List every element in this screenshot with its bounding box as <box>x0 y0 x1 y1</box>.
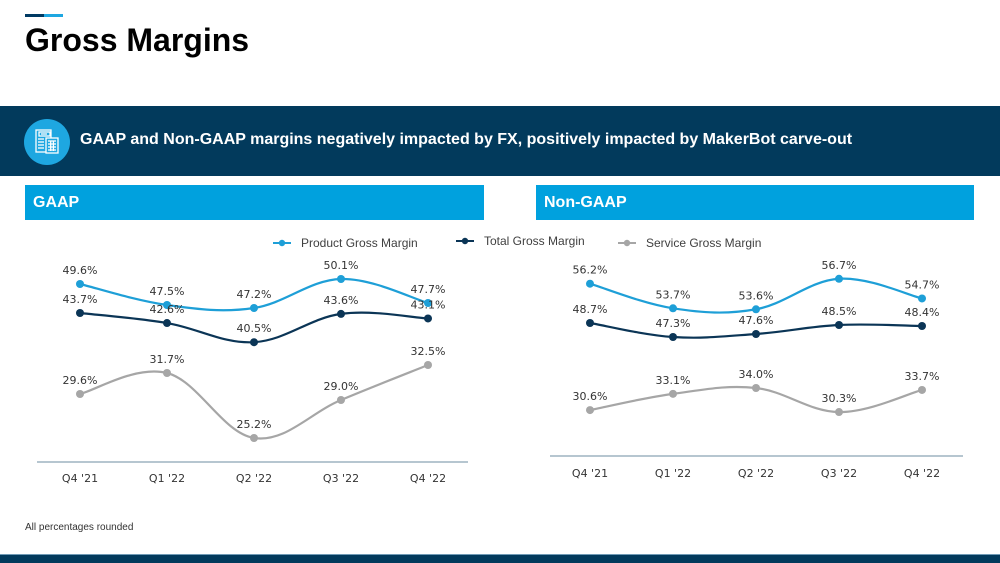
service-legend-marker-icon <box>618 239 636 247</box>
non-gaap-product-data-label: 53.6% <box>739 289 774 302</box>
non-gaap-x-tick-label: Q4 '22 <box>904 467 940 480</box>
non-gaap-total-point <box>669 333 677 341</box>
legend-item-total: Total Gross Margin <box>456 234 585 248</box>
gaap-service-data-label: 29.0% <box>324 380 359 393</box>
gaap-total-data-label: 43.7% <box>63 293 98 306</box>
non-gaap-total-point <box>586 319 594 327</box>
chart-legend: Product Gross Margin Total Gross Margin … <box>0 234 1000 254</box>
gaap-service-point <box>250 434 258 442</box>
footer-bar <box>0 554 1000 563</box>
non-gaap-section-header: Non-GAAP <box>536 185 974 220</box>
legend-label-total: Total Gross Margin <box>484 234 585 248</box>
non-gaap-service-data-label: 33.1% <box>656 374 691 387</box>
non-gaap-product-data-label: 54.7% <box>905 278 940 291</box>
gaap-x-tick-label: Q4 '21 <box>62 472 98 485</box>
non-gaap-service-data-label: 30.3% <box>822 392 857 405</box>
accent-bar-light <box>44 14 63 17</box>
legend-item-product: Product Gross Margin <box>273 236 418 250</box>
gaap-service-data-label: 32.5% <box>411 345 446 358</box>
gaap-service-data-label: 31.7% <box>150 353 185 366</box>
non-gaap-product-data-label: 56.2% <box>573 264 608 277</box>
non-gaap-service-data-label: 30.6% <box>573 390 608 403</box>
non-gaap-total-data-label: 47.3% <box>656 317 691 330</box>
non-gaap-product-point <box>669 304 677 313</box>
non-gaap-x-tick-label: Q2 '22 <box>738 467 774 480</box>
gaap-total-point <box>76 308 84 317</box>
gaap-total-point <box>163 319 171 328</box>
page-title: Gross Margins <box>25 22 250 58</box>
gaap-product-data-label: 47.7% <box>411 283 446 296</box>
non-gaap-total-data-label: 48.7% <box>573 303 608 316</box>
key-message-banner <box>0 106 1000 176</box>
product-legend-marker-icon <box>273 239 291 247</box>
footnote: All percentages rounded <box>25 522 134 533</box>
non-gaap-product-data-label: 56.7% <box>822 259 857 272</box>
gaap-product-point <box>163 301 171 309</box>
non-gaap-total-data-label: 48.5% <box>822 305 857 318</box>
non-gaap-service-point <box>669 389 677 398</box>
non-gaap-product-point <box>918 294 926 303</box>
non-gaap-product-point <box>752 305 760 314</box>
gaap-service-point <box>76 390 84 398</box>
legend-label-service: Service Gross Margin <box>646 236 762 250</box>
non-gaap-product-point <box>586 279 594 288</box>
gaap-total-data-label: 42.6% <box>150 303 185 316</box>
gaap-product-data-label: 47.2% <box>237 288 272 301</box>
gaap-service-point <box>424 361 432 369</box>
total-legend-marker-icon <box>456 237 474 245</box>
gaap-product-point <box>76 280 84 288</box>
non-gaap-service-point <box>586 406 594 415</box>
non-gaap-service-point <box>918 385 926 394</box>
non-gaap-x-tick-label: Q4 '21 <box>572 467 608 480</box>
non-gaap-product-point <box>835 274 843 283</box>
gaap-service-point <box>337 396 345 404</box>
non-gaap-service-data-label: 33.7% <box>905 370 940 383</box>
gaap-total-point <box>250 338 258 347</box>
gaap-x-tick-label: Q1 '22 <box>149 472 185 485</box>
non-gaap-total-point <box>752 330 760 338</box>
gaap-product-data-label: 47.5% <box>150 285 185 298</box>
banner-message: GAAP and Non-GAAP margins negatively imp… <box>80 131 853 148</box>
non-gaap-service-point <box>835 408 843 417</box>
gaap-total-data-label: 43.6% <box>324 294 359 307</box>
gaap-product-point <box>337 275 345 283</box>
gaap-x-tick-label: Q3 '22 <box>323 472 359 485</box>
gaap-product-point <box>424 299 432 307</box>
gaap-total-point <box>424 314 432 323</box>
gaap-service-data-label: 25.2% <box>237 418 272 431</box>
gaap-service-data-label: 29.6% <box>63 374 98 387</box>
gaap-section-header: GAAP <box>25 185 484 220</box>
gaap-total-data-label: 43.1% <box>411 298 446 311</box>
gaap-total-point <box>337 309 345 318</box>
non-gaap-total-data-label: 47.6% <box>739 314 774 327</box>
gaap-product-data-label: 50.1% <box>324 259 359 272</box>
title-accent-bar <box>25 14 63 17</box>
non-gaap-x-tick-label: Q1 '22 <box>655 467 691 480</box>
accent-bar-dark <box>25 14 44 17</box>
gaap-x-tick-label: Q2 '22 <box>236 472 272 485</box>
legend-label-product: Product Gross Margin <box>301 236 418 250</box>
gaap-total-data-label: 40.5% <box>237 322 272 335</box>
non-gaap-total-data-label: 48.4% <box>905 306 940 319</box>
gaap-product-data-label: 49.6% <box>63 264 98 277</box>
non-gaap-service-point <box>752 384 760 392</box>
gaap-service-point <box>163 369 171 377</box>
non-gaap-service-data-label: 34.0% <box>739 368 774 381</box>
non-gaap-x-tick-label: Q3 '22 <box>821 467 857 480</box>
legend-item-service: Service Gross Margin <box>618 236 761 250</box>
non-gaap-total-point <box>835 321 843 329</box>
non-gaap-total-point <box>918 322 926 330</box>
non-gaap-product-data-label: 53.7% <box>656 288 691 301</box>
calculator-document-icon <box>24 119 70 165</box>
gaap-x-tick-label: Q4 '22 <box>410 472 446 485</box>
gaap-product-point <box>250 304 258 312</box>
